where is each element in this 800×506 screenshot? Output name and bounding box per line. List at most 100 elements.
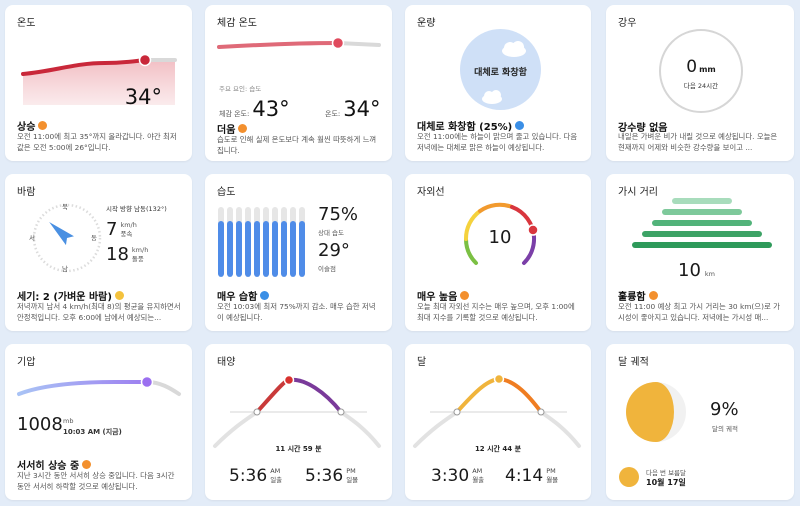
sun-arc — [213, 374, 381, 448]
cloud-cover-label: 대체로 화창함 — [474, 68, 527, 78]
uv-card[interactable]: 자외선 10 매우 높음 오늘 최대 자외선 지수는 매우 높으며, 오후 1:… — [405, 174, 591, 331]
pressure-unit: mb — [63, 417, 74, 425]
humidity-bar — [290, 207, 296, 277]
rain-period: 다음 24시간 — [683, 82, 719, 90]
trend-up-icon — [460, 291, 470, 300]
humidity-bar — [281, 207, 287, 277]
visibility-bar — [632, 242, 772, 248]
dew-point-value: 29° — [318, 240, 350, 261]
actual-temp-reading: 온도: 34° — [325, 97, 381, 121]
card-title: 달 — [417, 357, 427, 368]
pressure-card[interactable]: 기압 1008 mb 10:03 AM (지금) 서서히 상승 중 지난 3시간… — [5, 344, 192, 500]
dew-point-label: 이슬점 — [318, 265, 336, 273]
pressure-summary: 서서히 상승 중 — [17, 457, 92, 472]
next-full-moon-date: 10월 17일 — [646, 478, 686, 487]
cloud-cover-description: 오전 11:00에는 하늘이 맑으며 줄고 있습니다. 다음 저녁에는 대체로 … — [417, 132, 578, 152]
humidity-bar — [254, 207, 260, 277]
cloud-cover-summary: 대체로 화창함 (25%) — [417, 118, 525, 133]
humidity-bar — [236, 207, 242, 277]
card-title: 달 궤적 — [618, 357, 649, 368]
sunrise: 5:36 AM 일출 — [229, 466, 283, 486]
pressure-time: 10:03 AM (지금) — [63, 428, 122, 436]
wind-gust: 18 km/h 돌풍 — [106, 244, 149, 265]
temperature-description: 오전 11:00에 최고 35°까지 올라갑니다. 야간 최저값은 오전 5:0… — [17, 132, 177, 152]
wind-direction: 시작 방향 남동(132°) — [106, 205, 167, 213]
wind-description: 저녁까지 남서 4 km/h(최대 8)의 평균을 유지하면서 안정적입니다. … — [17, 302, 181, 322]
pressure-description: 지난 3시간 동안 서서히 상승 중입니다. 다음 3시간 동안 서서히 하락할… — [17, 471, 175, 491]
feels-like-summary: 더움 — [217, 121, 248, 136]
rain-gauge-circle — [659, 29, 743, 113]
uv-value: 10 — [488, 227, 512, 248]
humidity-bar — [227, 207, 233, 277]
rain-value: 0 mm — [686, 57, 716, 77]
humidity-bars — [218, 207, 310, 277]
visibility-bar — [662, 209, 742, 215]
sun-card[interactable]: 태양 11 시간 59 분 5:36 AM 일출 5:36 PM 일몰 — [205, 344, 392, 500]
uv-description: 오늘 최대 자외선 지수는 매우 높으며, 오후 1:00에 최대 지수를 기록… — [417, 302, 575, 322]
pressure-graph — [17, 375, 181, 396]
feels-like-slider — [217, 36, 381, 50]
moon-phase-value: 9% — [710, 399, 739, 420]
visibility-bar — [672, 198, 732, 204]
visibility-card[interactable]: 가시 거리 10 km 훌륭함 오전 11:00 예상 최고 가시 거리는 30… — [606, 174, 794, 331]
cloud-cover-card[interactable]: 운량 대체로 화창함 대체로 화창함 (25%) 오전 11:00에는 하늘이 … — [405, 5, 591, 161]
next-full-moon-label: 다음 번 보름달 — [646, 469, 687, 477]
visibility-bar — [652, 220, 752, 226]
wind-card[interactable]: 바람 북 동 남 서 시작 방향 남동(132°) 7 km/h 풍속 18 km… — [5, 174, 192, 331]
card-title: 바람 — [17, 187, 36, 198]
card-title: 태양 — [217, 357, 236, 368]
compass-east: 동 — [91, 234, 97, 242]
feels-like-card[interactable]: 체감 온도 주요 요인: 습도 체감 온도: 43° 온도: 34° 더움 습도… — [205, 5, 392, 161]
trend-up-icon — [648, 291, 658, 300]
pressure-value: 1008 — [17, 414, 63, 435]
humidity-card[interactable]: 습도 75% 상대 습도 29° 이슬점 매우 습함 오전 10:03에 최저 … — [205, 174, 392, 331]
compass-south: 남 — [62, 265, 68, 273]
compass-north: 북 — [62, 203, 68, 211]
card-title: 강우 — [618, 18, 637, 29]
rain-card[interactable]: 강우 0 mm 다음 24시간 강수량 없음 내일은 가벼운 비가 내릴 것으로 … — [606, 5, 794, 161]
moon-phase-card[interactable]: 달 궤적 9% 달의 궤적 다음 번 보름달 10월 17일 — [606, 344, 794, 500]
main-factor-label: 주요 요인: 습도 — [219, 85, 262, 93]
moonrise: 3:30 AM 월출 — [431, 466, 485, 486]
humidity-description: 오전 10:03에 최저 75%까지 감소. 매우 습한 저녁이 예상됩니다. — [217, 302, 376, 322]
humidity-bar — [218, 207, 224, 277]
compass-west: 서 — [29, 234, 35, 242]
card-title: 온도 — [17, 18, 36, 29]
moon-phase-icon — [626, 382, 686, 442]
moon-phase-label: 달의 궤적 — [712, 425, 738, 433]
card-title: 운량 — [417, 18, 436, 29]
humidity-bar — [263, 207, 269, 277]
temperature-summary: 상승 — [17, 118, 48, 133]
card-title: 기압 — [17, 357, 36, 368]
sunset: 5:36 PM 일몰 — [305, 466, 359, 486]
visibility-value: 10 km — [678, 260, 716, 281]
feels-like-description: 습도로 인해 실제 온도보다 계속 훨씬 따뜻하게 느껴집니다. — [217, 135, 377, 155]
feels-like-reading: 체감 온도: 43° — [219, 97, 290, 121]
trend-up-icon — [238, 124, 248, 133]
wind-speed: 7 km/h 풍속 — [106, 219, 137, 240]
card-title: 체감 온도 — [217, 18, 257, 29]
visibility-bar — [642, 231, 762, 237]
trend-down-icon — [515, 121, 525, 130]
temperature-value: 34° — [124, 85, 162, 109]
wind-summary: 세기: 2 (가벼운 바람) — [17, 288, 124, 303]
moon-card[interactable]: 달 12 시간 44 분 3:30 AM 월출 4:14 PM 월몰 — [405, 344, 591, 500]
moon-arc — [413, 373, 581, 448]
card-title: 가시 거리 — [618, 187, 658, 198]
humidity-value: 75% — [318, 204, 359, 225]
humidity-value-label: 상대 습도 — [318, 229, 344, 237]
visibility-summary: 훌륭함 — [618, 288, 658, 303]
humidity-bar — [299, 207, 305, 277]
sun-duration: 11 시간 59 분 — [275, 445, 322, 453]
rain-summary: 강수량 없음 — [618, 123, 668, 134]
humidity-bar — [272, 207, 278, 277]
temperature-graph — [21, 53, 177, 105]
uv-gauge — [463, 202, 539, 265]
moonset: 4:14 PM 월몰 — [505, 466, 559, 486]
temperature-card[interactable]: 온도 34° 상승 오전 11:00에 최고 35°까지 올라갑니다. 야간 최… — [5, 5, 192, 161]
card-title: 자외선 — [417, 187, 445, 198]
trend-down-icon — [260, 291, 270, 300]
full-moon-icon — [619, 467, 639, 487]
trend-up-icon — [82, 460, 92, 469]
moon-duration: 12 시간 44 분 — [474, 445, 522, 453]
